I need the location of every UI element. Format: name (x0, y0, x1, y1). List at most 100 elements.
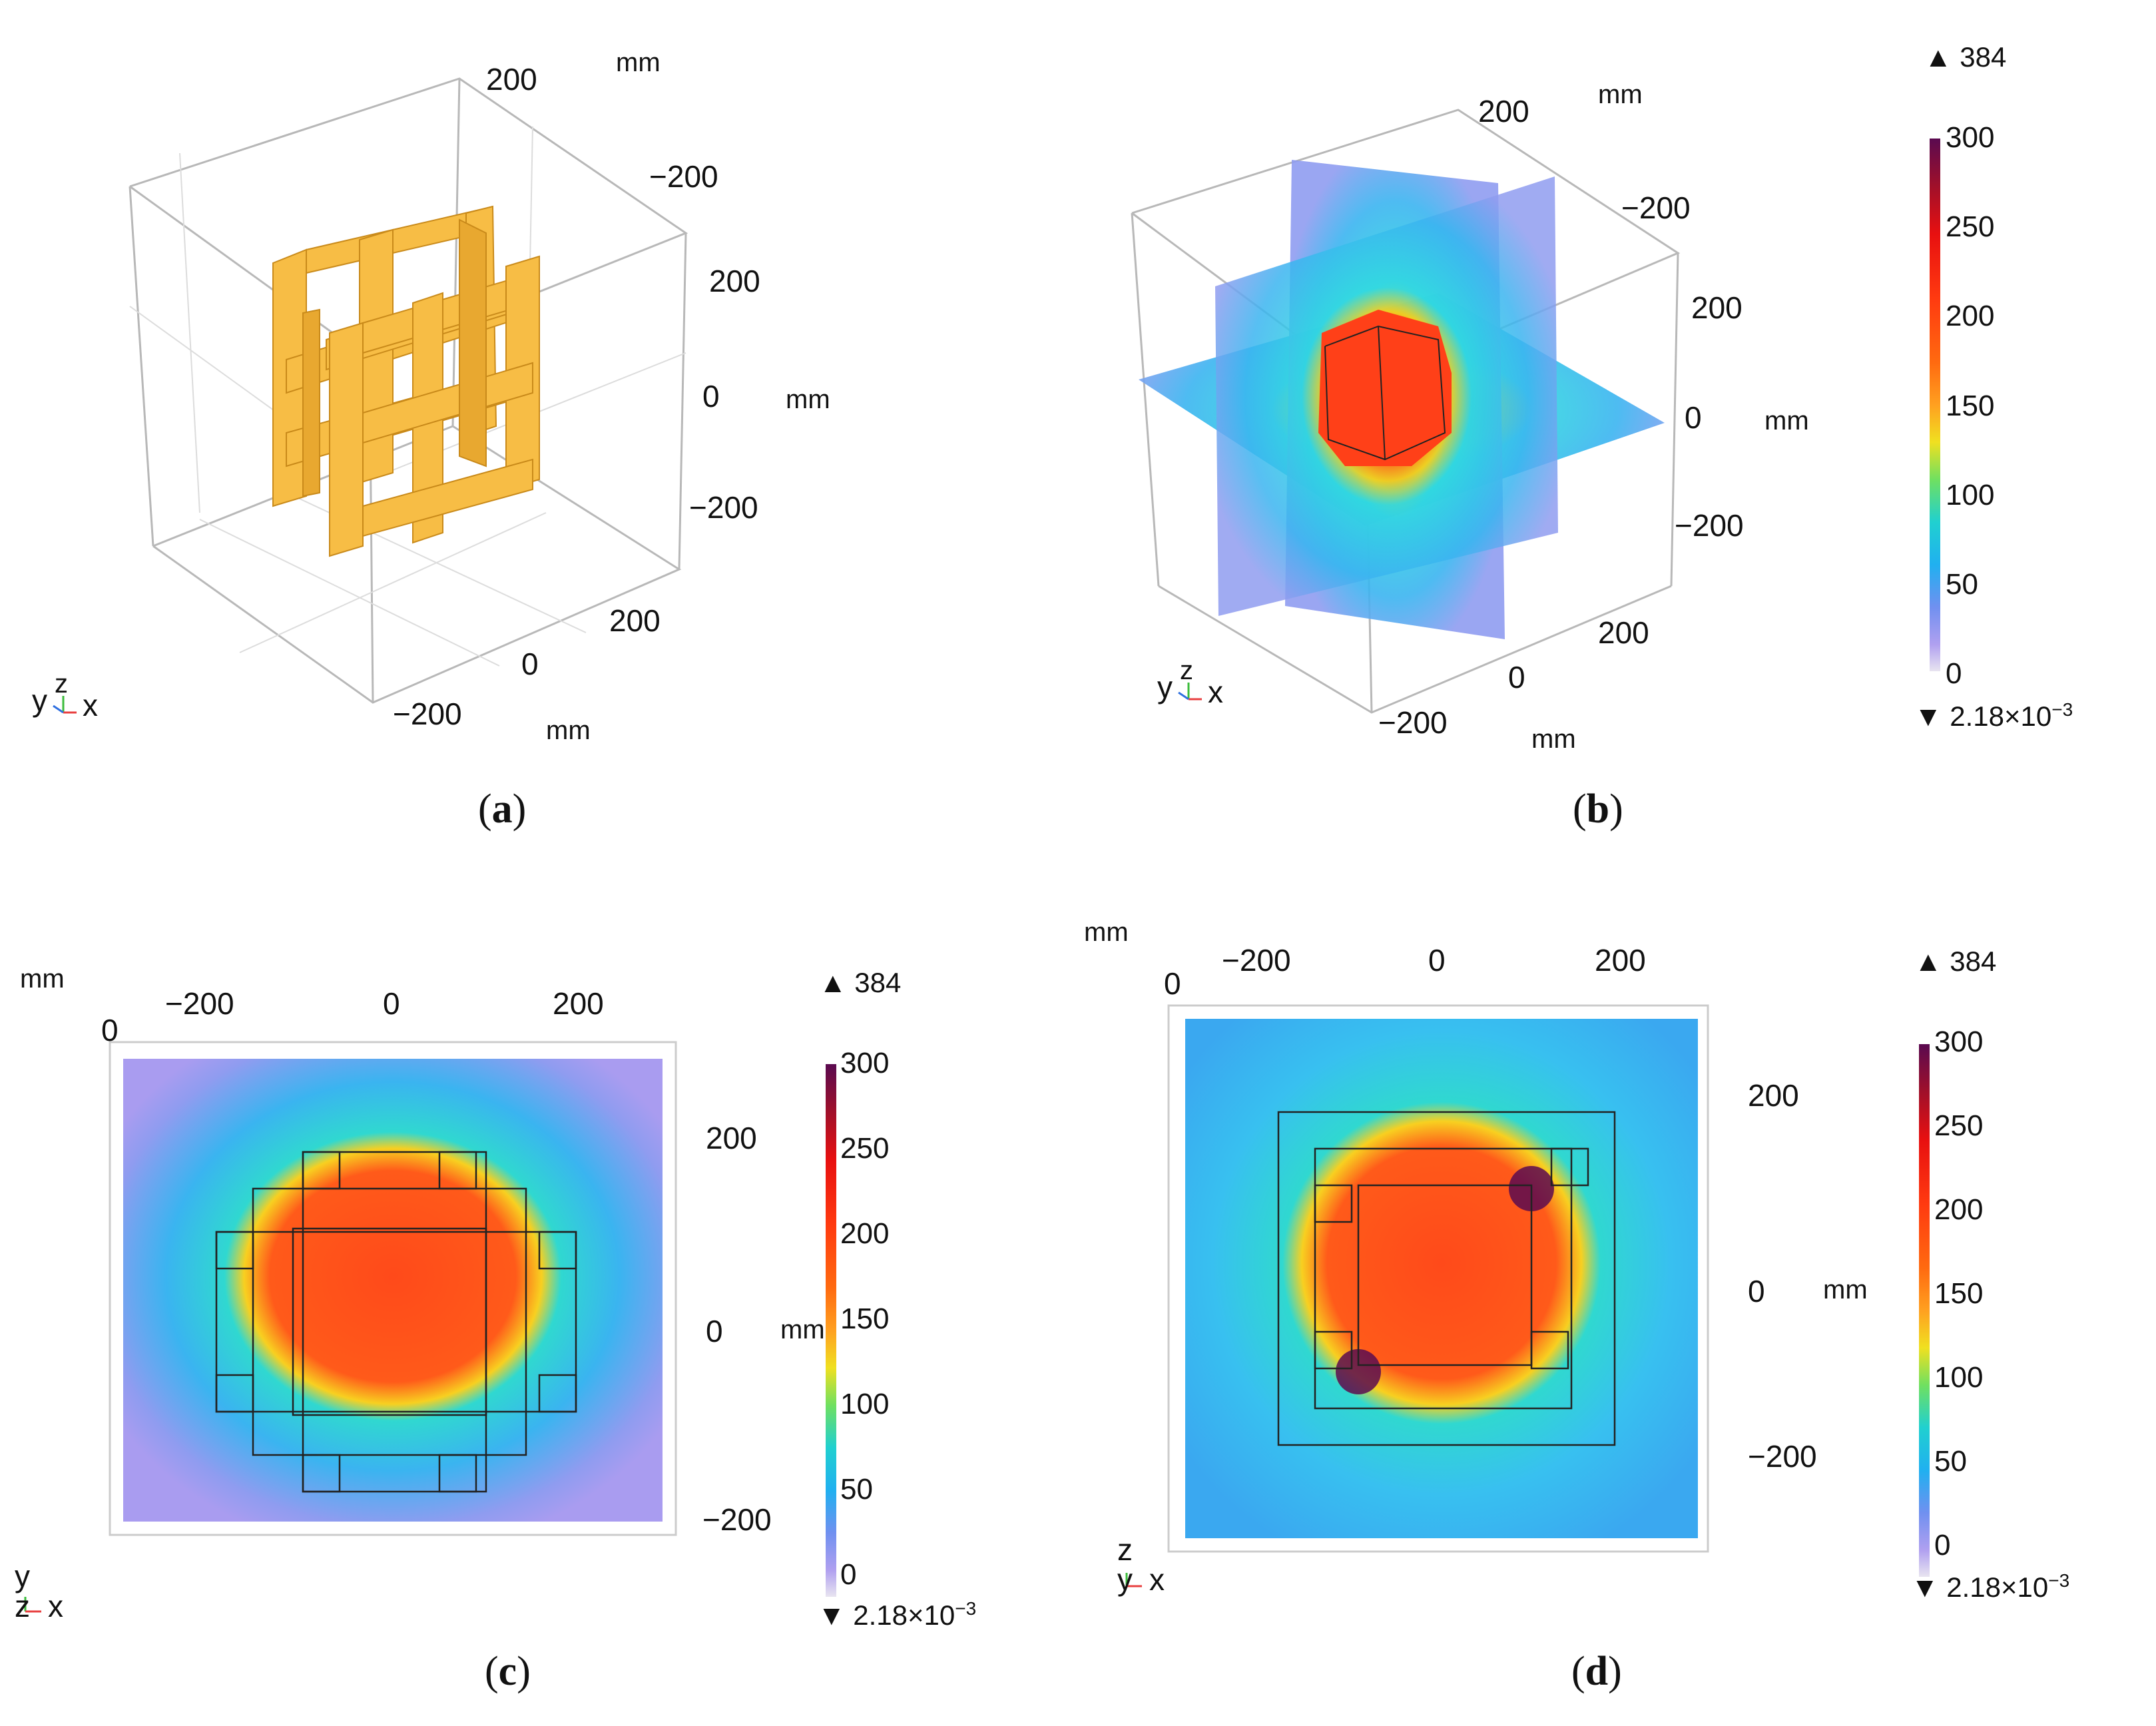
axis-triad (1125, 1573, 1142, 1587)
cb-tick-150: 150 (1934, 1277, 1984, 1310)
panel-a-3d-geometry-view (53, 77, 688, 714)
z-tick-200-right: 200 (709, 264, 760, 298)
cb-tick-150: 150 (1946, 390, 1995, 422)
colorbar-min: ▼ 2.18×10−3 (1911, 1570, 2070, 1603)
right-tick-0: 0 (1748, 1274, 1765, 1308)
top-tick-0-left: 0 (101, 1013, 119, 1047)
panel-a: 200 mm −200 200 0 mm −200 200 0 −200 mm … (0, 0, 1065, 852)
triad-label-y: y (1157, 670, 1173, 705)
panel-d-xz-field-map (1125, 1004, 1709, 1587)
cb-tick-0: 0 (1934, 1529, 1951, 1562)
colorbar-max: ▲ 384 (1924, 41, 2007, 73)
panel-d: mm 0 −200 0 200 200 0 mm −200 z y x ▲ 38… (1065, 866, 2156, 1723)
axis-triad (1178, 683, 1202, 701)
unit-bottom: mm (546, 716, 591, 745)
x-tick-0-bottom: 0 (521, 647, 539, 681)
caption-d: (d) (1571, 1649, 1622, 1694)
triad-label-out: y (1117, 1562, 1133, 1597)
top-tick-neg200: −200 (1222, 943, 1291, 978)
unit-corner: mm (1084, 918, 1129, 947)
colorbar-min: ▼ 2.18×10−3 (1914, 699, 2073, 732)
triad-label-z: z (1180, 656, 1193, 685)
colorbar-min: ▼ 2.18×10−3 (818, 1598, 977, 1631)
cb-tick-50: 50 (1946, 568, 1978, 601)
unit-right: mm (780, 1315, 825, 1344)
z-tick-neg200-right: −200 (689, 490, 758, 525)
cb-tick-250: 250 (1946, 210, 1995, 243)
triad-label-x: x (83, 688, 98, 722)
triad-label-right: x (48, 1589, 63, 1623)
geometry-outline (1277, 1111, 1616, 1446)
cb-tick-0: 0 (1946, 657, 1962, 690)
triad-label-y: y (32, 683, 47, 718)
unit-top: mm (1598, 80, 1643, 109)
unit-bottom: mm (1531, 724, 1576, 754)
y-tick-neg200: −200 (649, 159, 718, 194)
grid-lines (129, 126, 686, 667)
right-tick-200: 200 (1748, 1078, 1799, 1113)
top-tick-0: 0 (383, 986, 400, 1021)
cb-tick-200: 200 (1946, 300, 1995, 332)
triad-label-right: x (1149, 1562, 1165, 1597)
cb-tick-200: 200 (1934, 1193, 1984, 1226)
triad-label-z: z (55, 669, 68, 699)
cb-tick-250: 250 (840, 1132, 890, 1165)
colorbar-d (1919, 1044, 1930, 1577)
colorbar-max: ▲ 384 (819, 967, 902, 998)
geometry-outline (215, 1151, 577, 1493)
cb-tick-50: 50 (1934, 1445, 1967, 1478)
triad-label-up: y (15, 1559, 30, 1593)
top-tick-0-left: 0 (1164, 966, 1181, 1001)
field-plane (1185, 1019, 1698, 1538)
cb-tick-300: 300 (1934, 1025, 1984, 1058)
z-tick-0-right: 0 (702, 379, 720, 414)
cb-tick-150: 150 (840, 1302, 890, 1335)
unit-corner: mm (20, 964, 65, 994)
unit-right: mm (786, 385, 830, 414)
x-tick-neg200-bottom: −200 (393, 697, 462, 731)
caption-a: (a) (478, 786, 527, 832)
colorbar-c (826, 1064, 836, 1597)
unit-top: mm (616, 48, 661, 77)
cb-tick-200: 200 (840, 1217, 890, 1250)
panel-c-xy-field-map (24, 1041, 677, 1613)
right-tick-200: 200 (706, 1121, 757, 1155)
bounding-box (129, 77, 688, 704)
cb-tick-100: 100 (1946, 479, 1995, 511)
right-tick-neg200: −200 (1748, 1439, 1817, 1474)
panel-b: 200 mm −200 200 0 mm −200 200 0 −200 mm … (1065, 0, 2156, 852)
z-tick-200: 200 (486, 62, 537, 97)
frame-outer (1167, 1004, 1709, 1553)
cb-tick-100: 100 (840, 1388, 890, 1420)
tick-neg200-top: −200 (1621, 190, 1691, 225)
tick-200-right: 200 (1691, 290, 1743, 325)
top-tick-200: 200 (1595, 943, 1646, 978)
cb-tick-250: 250 (1934, 1109, 1984, 1142)
tick-neg200-right: −200 (1675, 508, 1744, 543)
top-tick-200: 200 (553, 986, 604, 1021)
tick-200-top: 200 (1478, 94, 1529, 129)
caption-b: (b) (1573, 786, 1623, 832)
panel-b-3d-field-slices (1131, 109, 1681, 714)
cb-tick-100: 100 (1934, 1361, 1984, 1394)
coil-cage-geometry (272, 205, 540, 557)
axis-triad (24, 1597, 41, 1613)
tick-neg200-bottom: −200 (1378, 705, 1448, 740)
x-tick-200-bottom: 200 (609, 603, 661, 638)
right-tick-0: 0 (706, 1314, 723, 1348)
cb-tick-0: 0 (840, 1558, 857, 1591)
core-field-region (1318, 310, 1452, 466)
geometry-outline (1324, 325, 1446, 461)
tick-0-bottom: 0 (1508, 660, 1525, 695)
cb-tick-300: 300 (840, 1047, 890, 1079)
cb-tick-300: 300 (1946, 121, 1995, 154)
unit-right: mm (1823, 1275, 1868, 1304)
triad-label-out: z (15, 1589, 30, 1623)
panel-c: mm 0 −200 0 200 200 0 mm −200 y z x ▲ 38… (0, 866, 1065, 1723)
tick-0-right: 0 (1685, 400, 1702, 435)
top-tick-0: 0 (1428, 943, 1446, 978)
field-plane (123, 1059, 663, 1522)
triad-label-up: z (1117, 1532, 1133, 1567)
right-tick-neg200: −200 (702, 1502, 772, 1537)
top-tick-neg200: −200 (165, 986, 234, 1021)
